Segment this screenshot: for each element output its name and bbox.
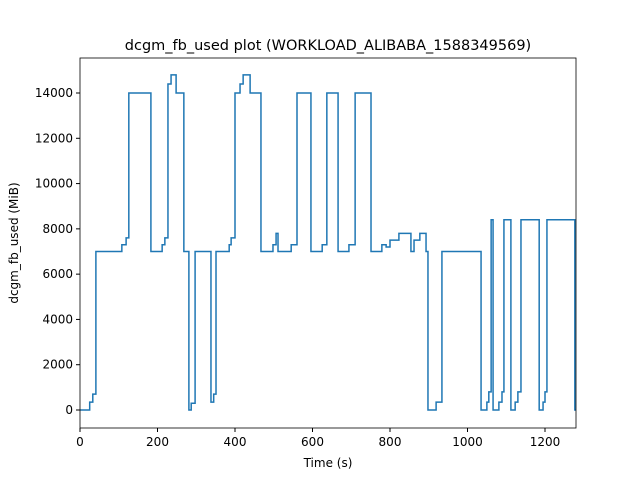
y-tick-label: 4000 bbox=[42, 312, 73, 326]
y-tick-label: 0 bbox=[65, 403, 73, 417]
x-tick-label: 800 bbox=[379, 435, 402, 449]
x-tick-label: 400 bbox=[224, 435, 247, 449]
y-axis-label: dcgm_fb_used (MiB) bbox=[7, 182, 21, 303]
x-tick-label: 1000 bbox=[452, 435, 483, 449]
y-tick-label: 6000 bbox=[42, 267, 73, 281]
y-tick-label: 12000 bbox=[35, 131, 73, 145]
x-tick-label: 600 bbox=[301, 435, 324, 449]
x-tick-label: 0 bbox=[76, 435, 84, 449]
plot-frame bbox=[79, 57, 577, 429]
data-line bbox=[80, 74, 576, 411]
x-tick-label: 200 bbox=[146, 435, 169, 449]
y-tick-label: 2000 bbox=[42, 358, 73, 372]
chart-title: dcgm_fb_used plot (WORKLOAD_ALIBABA_1588… bbox=[125, 38, 531, 54]
y-tick-label: 10000 bbox=[35, 177, 73, 191]
y-tick-label: 14000 bbox=[35, 86, 73, 100]
x-axis-label: Time (s) bbox=[303, 456, 353, 470]
y-tick-label: 8000 bbox=[42, 222, 73, 236]
x-tick-label: 1200 bbox=[530, 435, 561, 449]
